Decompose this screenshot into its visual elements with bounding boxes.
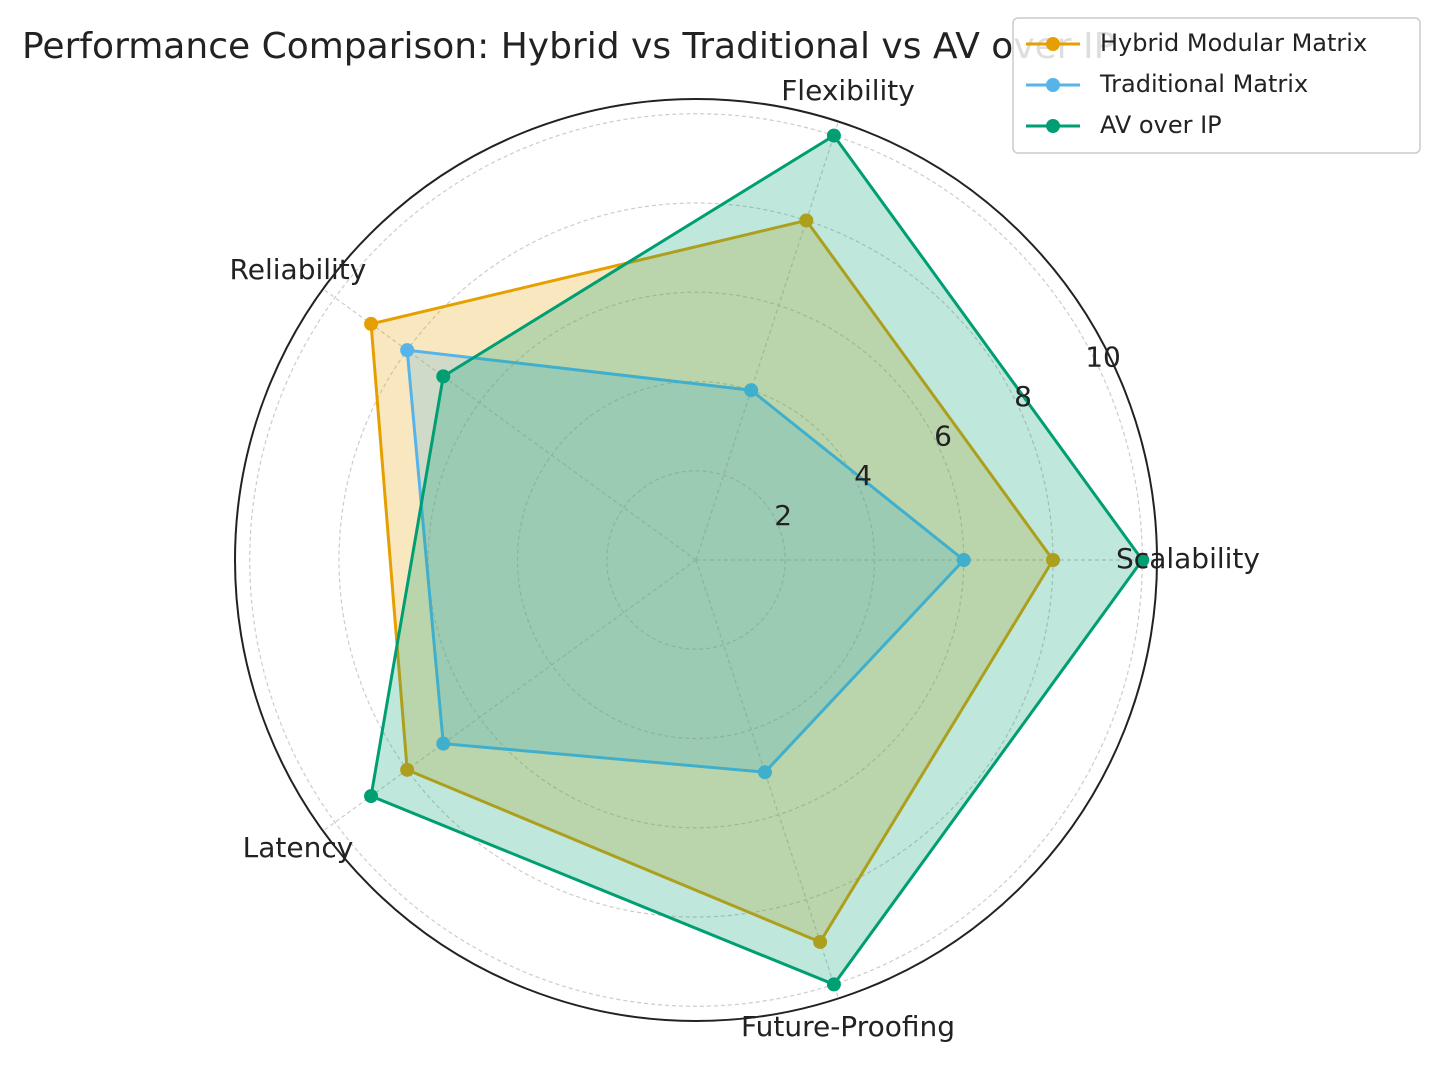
series-point [364,316,379,331]
chart-title: Performance Comparison: Hybrid vs Tradit… [22,26,1115,67]
legend-label: AV over IP [1100,111,1222,139]
r-tick-label: 8 [1014,380,1032,413]
legend-label: Hybrid Modular Matrix [1100,29,1367,57]
series-point [744,383,759,398]
legend-marker [1046,119,1060,133]
series-point [826,128,841,143]
series-point [813,934,828,949]
series-line [369,133,1145,987]
outer-frame [234,98,1158,1022]
series-area [371,220,1054,942]
series-point [826,977,841,992]
series-point [799,213,814,228]
category-label: Reliability [230,253,367,286]
category-label: Future-Proofing [741,1010,955,1043]
r-tick-label: 10 [1085,340,1121,373]
series-line [405,348,966,774]
series-point [436,369,451,384]
legend-box [1012,17,1421,154]
series-point [757,765,772,780]
legend-label: Traditional Matrix [1099,70,1308,98]
category-label: Latency [243,831,354,864]
legend-marker [1046,37,1060,51]
series-point [956,553,971,567]
series-area [371,135,1143,985]
r-tick-label: 6 [934,420,952,453]
series-point [1135,553,1150,567]
series-area [407,350,964,773]
series-point [1046,553,1061,567]
series-point [364,789,379,804]
series-point [436,736,451,751]
category-label: Flexibility [781,74,915,107]
series-point [400,343,415,358]
legend: Hybrid Modular Matrix Traditional Matrix A… [1012,17,1421,154]
r-tick-label: 2 [774,499,792,532]
category-label: Scalability [1116,542,1260,575]
series-line [369,218,1055,944]
legend-marker [1046,78,1060,92]
grid-circle [606,470,786,650]
r-tick-label: 4 [854,459,872,492]
series-point [400,762,415,777]
